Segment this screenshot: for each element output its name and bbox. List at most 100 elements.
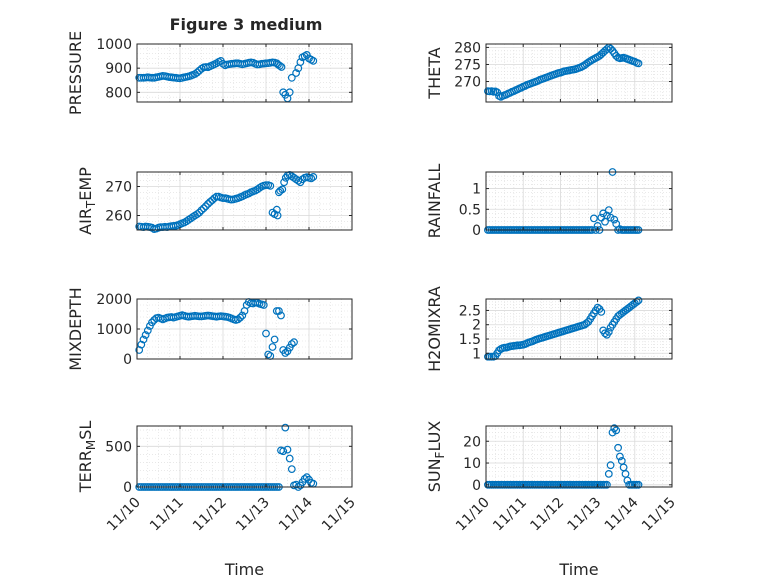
data-point — [268, 343, 277, 351]
y-tick-label: 1 — [472, 346, 481, 362]
data-point — [614, 443, 622, 452]
axes-frame — [136, 425, 353, 488]
subplot-h2omixra: 11.522.5 H2OMIXRA — [425, 286, 673, 372]
y-axis-label: TERRMSL — [76, 421, 98, 494]
data-point — [610, 424, 619, 433]
y-tick-label: 270 — [105, 180, 132, 196]
figure-title: Figure 3 medium — [170, 15, 323, 34]
y-axis-label: MIXDEPTH — [66, 287, 85, 370]
data-point — [612, 426, 621, 435]
data-point — [280, 178, 289, 187]
data-point — [279, 447, 288, 456]
data-point — [193, 210, 202, 219]
y-tick-label: 260 — [105, 209, 132, 225]
y-axis-label: H2OMIXRA — [425, 286, 444, 372]
x-axis-label: Time — [558, 560, 598, 579]
grid — [136, 426, 353, 488]
data-point — [275, 307, 283, 315]
data-point — [281, 349, 290, 357]
data-point — [236, 313, 245, 322]
y-tick-label: 1 — [472, 182, 481, 198]
data-point — [206, 197, 215, 206]
y-tick-label: 2.5 — [459, 303, 481, 319]
subplot-pressure: 800 900 1000 PRESSURE — [66, 31, 353, 115]
y-axis-label-part: T — [84, 200, 98, 209]
data-point — [277, 63, 286, 71]
data-point — [276, 186, 285, 195]
data-point — [141, 331, 150, 339]
y-axis-label-part: TERR — [76, 450, 95, 493]
data-point — [590, 214, 598, 223]
axes-frame — [485, 43, 673, 103]
y-axis-label: AIRTEMP — [76, 167, 98, 235]
data-point — [262, 181, 270, 190]
data-point — [287, 340, 296, 348]
y-axis-label: PRESSURE — [66, 31, 85, 115]
y-axis-label-part: MIXDEPTH — [66, 287, 85, 370]
y-tick-label: 275 — [454, 57, 481, 73]
data-point — [294, 176, 303, 185]
data-point — [193, 68, 202, 77]
data-point — [606, 213, 615, 222]
data-point — [137, 340, 146, 349]
data-point — [287, 73, 296, 82]
data-point — [582, 319, 591, 328]
y-tick-label: 0 — [123, 480, 132, 496]
data-point — [601, 329, 609, 338]
subplot-air_temp: 260 270 AIRTEMP — [76, 167, 353, 235]
data-point — [307, 174, 316, 183]
data-point — [604, 206, 613, 215]
data-point — [201, 202, 210, 211]
y-axis-label-part: RAINFALL — [425, 164, 444, 239]
data-point — [296, 58, 305, 66]
data-point — [302, 473, 311, 482]
y-axis-label-part: H2OMIXRA — [425, 286, 444, 372]
subplot-rainfall: 0 0.5 1 RAINFALL — [425, 164, 673, 239]
data-point — [281, 423, 290, 432]
data-point — [604, 328, 613, 336]
subplot-mixdepth: 0 1000 2000 MIXDEPTH — [66, 287, 353, 371]
data-point — [277, 311, 285, 320]
y-tick-label: 1.5 — [459, 332, 481, 348]
y-tick-label: 0.5 — [459, 202, 481, 218]
data-point — [259, 301, 268, 309]
data-point — [634, 59, 643, 68]
data-point — [238, 311, 247, 320]
data-point — [266, 181, 275, 190]
y-axis-label-part: M — [84, 440, 98, 450]
y-axis-label-part: F — [433, 451, 447, 458]
y-axis-label-part: EMP — [76, 167, 95, 201]
data-point — [275, 61, 284, 70]
data-point — [285, 454, 294, 463]
y-axis-label-part: LUX — [425, 421, 444, 452]
grid — [485, 172, 673, 231]
y-axis-label-part: SL — [76, 421, 95, 440]
y-tick-label: 2 — [472, 318, 481, 334]
grid — [485, 426, 673, 487]
data-point — [204, 199, 212, 208]
y-tick-label: 900 — [105, 61, 132, 77]
axes-frame — [136, 171, 353, 231]
y-axis-label: RAINFALL — [425, 164, 444, 239]
axes-background — [137, 44, 352, 102]
data-point — [199, 204, 208, 213]
y-tick-label: 20 — [463, 434, 481, 450]
axes-background — [137, 172, 352, 230]
y-tick-label: 500 — [105, 439, 132, 455]
data-point — [290, 338, 298, 347]
y-tick-label: 0 — [472, 223, 481, 239]
data-point — [309, 57, 318, 65]
data-point — [309, 172, 318, 181]
data-point — [234, 315, 242, 324]
x-axis-label: Time — [224, 560, 264, 579]
data-point — [148, 318, 156, 327]
data-point — [143, 326, 152, 335]
y-tick-label: 1000 — [96, 37, 132, 53]
y-tick-label: 800 — [105, 85, 132, 101]
data-point — [272, 205, 281, 214]
data-point — [616, 452, 624, 461]
data-point — [285, 88, 294, 97]
y-tick-label: 1000 — [96, 322, 132, 338]
data-point — [287, 465, 296, 474]
